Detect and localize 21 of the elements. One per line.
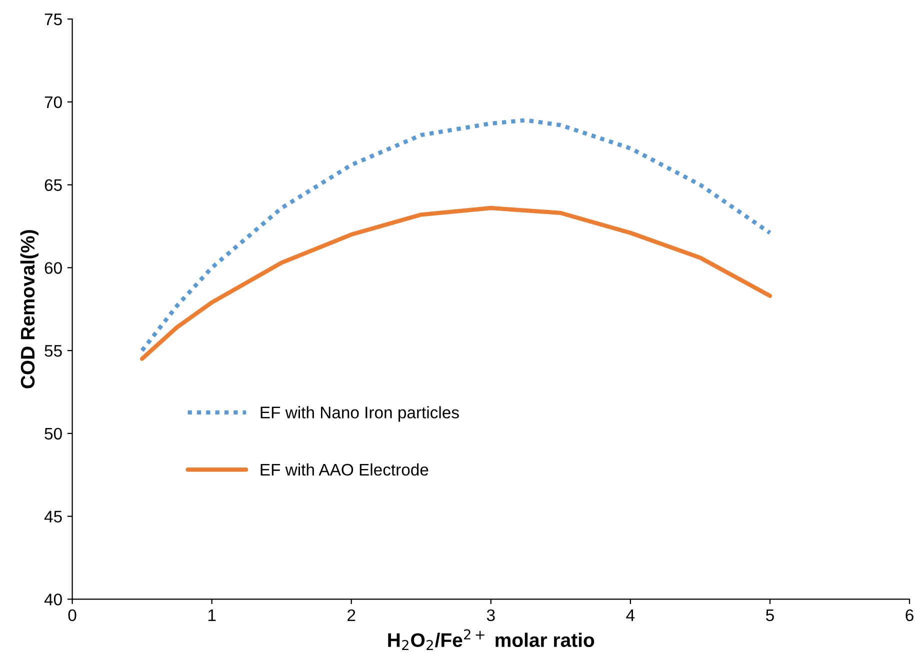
y-tick-label: 45 [44, 510, 62, 523]
x-tick-label: 6 [906, 609, 914, 622]
x-tick-label: 1 [208, 610, 216, 621]
y-axis-title: COD Removal(%) [20, 230, 38, 388]
y-tick-label: 55 [44, 345, 62, 357]
x-tick-label: 4 [626, 610, 635, 621]
x-tick-label: 0 [68, 609, 76, 622]
y-tick-label: 75 [44, 14, 62, 26]
x-tick-label: 2 [348, 609, 356, 621]
y-tick-label: 65 [44, 179, 62, 192]
x-axis-title: H$_{2}$O$_{2}$/Fe$^{2+}$ molar ratio [388, 629, 594, 650]
y-tick-label: 70 [44, 96, 62, 108]
legend-label: EF with AAO Electrode [260, 463, 428, 476]
line-series [140, 118, 772, 353]
x-tick-label: 5 [766, 610, 774, 622]
y-tick-label: 40 [44, 594, 62, 606]
y-tick-label: 50 [44, 428, 62, 440]
line-series [140, 206, 772, 361]
legend-label: EF with Nano Iron particles [260, 406, 459, 422]
x-tick-label: 3 [486, 609, 495, 622]
y-tick-label: 60 [44, 262, 62, 274]
